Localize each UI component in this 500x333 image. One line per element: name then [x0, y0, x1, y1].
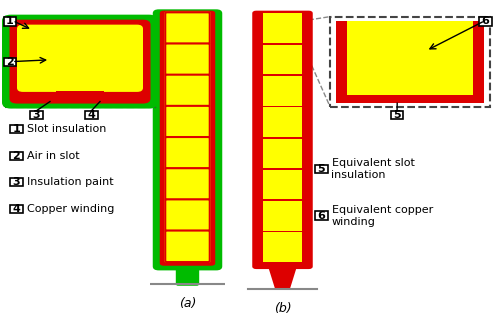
Bar — [263, 170, 302, 199]
Bar — [263, 76, 302, 106]
FancyBboxPatch shape — [165, 75, 210, 106]
Text: 5: 5 — [393, 110, 401, 120]
Bar — [263, 139, 302, 168]
FancyBboxPatch shape — [165, 230, 210, 262]
Text: 6: 6 — [318, 210, 325, 221]
FancyBboxPatch shape — [164, 12, 211, 263]
FancyBboxPatch shape — [165, 44, 210, 75]
Text: 1: 1 — [6, 16, 14, 27]
Bar — [479, 17, 492, 26]
Text: 2: 2 — [12, 151, 20, 161]
Polygon shape — [268, 266, 297, 289]
Bar — [347, 21, 473, 95]
Text: 3: 3 — [32, 110, 40, 120]
Bar — [5, 17, 155, 107]
FancyBboxPatch shape — [2, 15, 158, 109]
FancyBboxPatch shape — [252, 11, 313, 269]
Bar — [263, 107, 302, 137]
Text: Copper winding: Copper winding — [26, 204, 114, 214]
Text: 1: 1 — [12, 124, 20, 134]
Bar — [30, 111, 42, 119]
FancyBboxPatch shape — [165, 12, 210, 44]
FancyBboxPatch shape — [165, 168, 210, 200]
Text: 2: 2 — [6, 57, 14, 67]
Text: Slot insulation: Slot insulation — [26, 124, 106, 134]
Text: Equivalent slot
insulation: Equivalent slot insulation — [332, 159, 414, 180]
Bar — [330, 17, 490, 107]
FancyBboxPatch shape — [160, 11, 215, 266]
Text: Insulation paint: Insulation paint — [26, 177, 113, 187]
Bar — [315, 165, 328, 173]
Bar — [56, 91, 104, 99]
Text: 4: 4 — [12, 204, 20, 214]
Bar — [4, 17, 16, 26]
FancyBboxPatch shape — [176, 265, 199, 286]
FancyBboxPatch shape — [165, 106, 210, 138]
FancyBboxPatch shape — [165, 137, 210, 168]
Bar — [10, 205, 22, 213]
Text: 6: 6 — [482, 16, 489, 27]
FancyBboxPatch shape — [17, 25, 143, 92]
Text: 5: 5 — [318, 164, 325, 174]
Bar — [263, 201, 302, 231]
Bar — [336, 21, 484, 103]
Bar — [10, 152, 22, 160]
Bar — [315, 211, 328, 220]
Text: Air in slot: Air in slot — [26, 151, 79, 161]
Bar — [4, 58, 16, 66]
Bar — [10, 178, 22, 186]
Text: Equivalent copper
winding: Equivalent copper winding — [332, 205, 433, 226]
Bar — [10, 125, 22, 133]
Bar — [85, 111, 98, 119]
FancyBboxPatch shape — [165, 199, 210, 231]
Text: 3: 3 — [12, 177, 20, 187]
Bar — [391, 111, 404, 119]
FancyBboxPatch shape — [153, 9, 222, 270]
Text: (b): (b) — [274, 302, 291, 315]
Bar — [263, 232, 302, 262]
Text: 4: 4 — [88, 110, 95, 120]
FancyBboxPatch shape — [10, 20, 150, 104]
Bar — [263, 13, 302, 43]
Text: (a): (a) — [179, 297, 196, 310]
Bar — [263, 45, 302, 74]
